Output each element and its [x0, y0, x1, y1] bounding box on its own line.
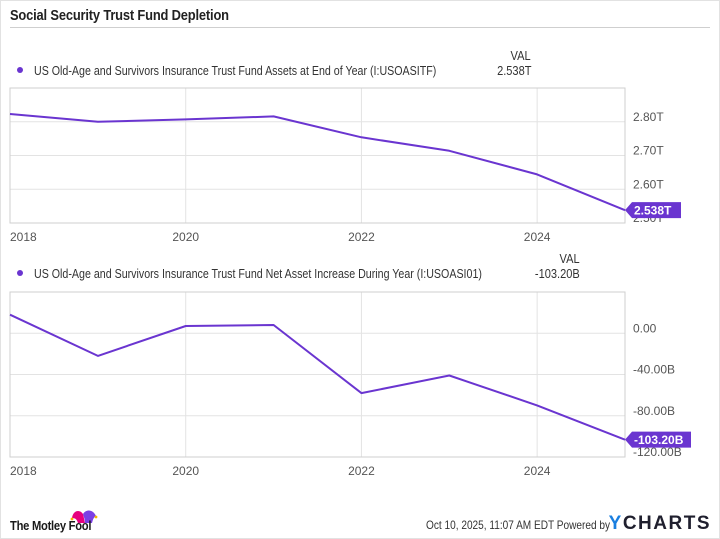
ycharts-wordmark: CHARTS [622, 513, 711, 534]
last-value-badge: 2.538T [625, 202, 681, 219]
y-tick-label: 0.00 [633, 321, 657, 335]
legend-label-1: US Old-Age and Survivors Insurance Trust… [34, 63, 437, 78]
series-line [9, 313, 626, 441]
x-tick-label: 2024 [524, 464, 551, 478]
legend-item-2[interactable]: US Old-Age and Survivors Insurance Trust… [0, 266, 720, 282]
x-tick-label: 2022 [348, 464, 375, 478]
x-tick-label: 2018 [10, 464, 37, 478]
assets-chart: 2.80T2.70T2.60T2.50T20182020202220242.53… [9, 87, 681, 244]
last-value-badge: -103.20B [625, 431, 691, 448]
ycharts-y: Y [608, 513, 623, 534]
y-tick-label: -40.00B [633, 363, 675, 377]
net-increase-chart: 0.00 -40.00B -80.00B -120.00B 2018 2020 2022 20… [9, 291, 691, 478]
x-tick-label: 2018 [10, 230, 37, 244]
motley-fool-jester-hat-icon [70, 510, 98, 523]
series-dot-icon [17, 67, 23, 73]
badge-value: -103.20B [634, 433, 684, 447]
series-line [9, 113, 626, 212]
ycharts-logo[interactable]: YCHARTS [609, 513, 711, 535]
motley-fool-logo: The Motley Fool [10, 518, 92, 533]
x-tick-label: 2020 [172, 464, 199, 478]
y-tick-label: 2.70T [633, 144, 664, 158]
badge-shape [625, 431, 691, 448]
badge-shape [625, 202, 681, 219]
legend-item-1[interactable]: US Old-Age and Survivors Insurance Trust… [0, 63, 720, 79]
plot-area [9, 87, 626, 224]
y-tick-label: 2.80T [633, 110, 664, 124]
y-tick-label: -80.00B [633, 404, 675, 418]
powered-by-label: Powered by [556, 518, 610, 532]
badge-value: 2.538T [634, 204, 672, 218]
series-dot-icon [17, 270, 23, 276]
legend-value-2: -103.20B [535, 266, 580, 281]
plot-area [9, 291, 626, 458]
footer-timestamp: Oct 10, 2025, 11:07 AM EDT Powered by [426, 518, 610, 532]
val-header-1: VAL [510, 48, 531, 63]
page-title: Social Security Trust Fund Depletion [10, 7, 229, 24]
legend-label-2: US Old-Age and Survivors Insurance Trust… [34, 266, 482, 281]
title-divider [10, 27, 710, 28]
x-tick-label: 2024 [524, 230, 551, 244]
x-tick-label: 2020 [172, 230, 199, 244]
val-header-2: VAL [559, 251, 580, 266]
x-tick-label: 2022 [348, 230, 375, 244]
legend-value-1: 2.538T [496, 63, 531, 78]
y-tick-label: -120.00B [633, 445, 682, 459]
timestamp: Oct 10, 2025, 11:07 AM EDT [426, 518, 554, 532]
y-tick-label: 2.60T [633, 177, 664, 191]
